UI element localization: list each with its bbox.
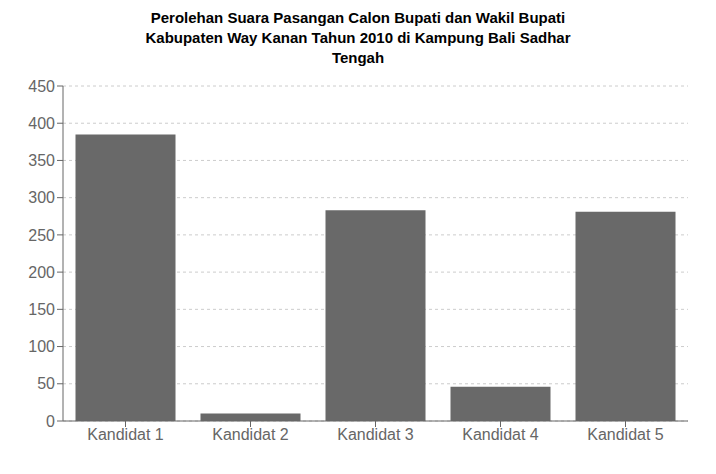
html-text:Perolehan Suara Pasangan Calon: Perolehan Suara Pasangan Calon Bupati da… [150, 9, 566, 26]
svg-text:Kandidat 1: Kandidat 1 [87, 426, 164, 443]
svg-text:0: 0 [46, 413, 55, 430]
svg-text:Kandidat 5: Kandidat 5 [587, 426, 664, 443]
svg-text:200: 200 [28, 264, 55, 281]
svg-text:150: 150 [28, 301, 55, 318]
svg-text:300: 300 [28, 189, 55, 206]
svg-text:350: 350 [28, 152, 55, 169]
svg-text:450: 450 [28, 78, 55, 95]
svg-text:Kandidat 3: Kandidat 3 [337, 426, 414, 443]
svg-text:250: 250 [28, 227, 55, 244]
html-text:Tengah: Tengah [331, 49, 385, 66]
svg-text:100: 100 [28, 338, 55, 355]
svg-text:Kandidat 2: Kandidat 2 [212, 426, 289, 443]
svg-text:400: 400 [28, 115, 55, 132]
svg-text:50: 50 [37, 375, 55, 392]
svg-text:Kandidat 4: Kandidat 4 [462, 426, 539, 443]
html-text:Kabupaten Way Kanan Tahun 2010: Kabupaten Way Kanan Tahun 2010 di Kampun… [145, 29, 571, 46]
